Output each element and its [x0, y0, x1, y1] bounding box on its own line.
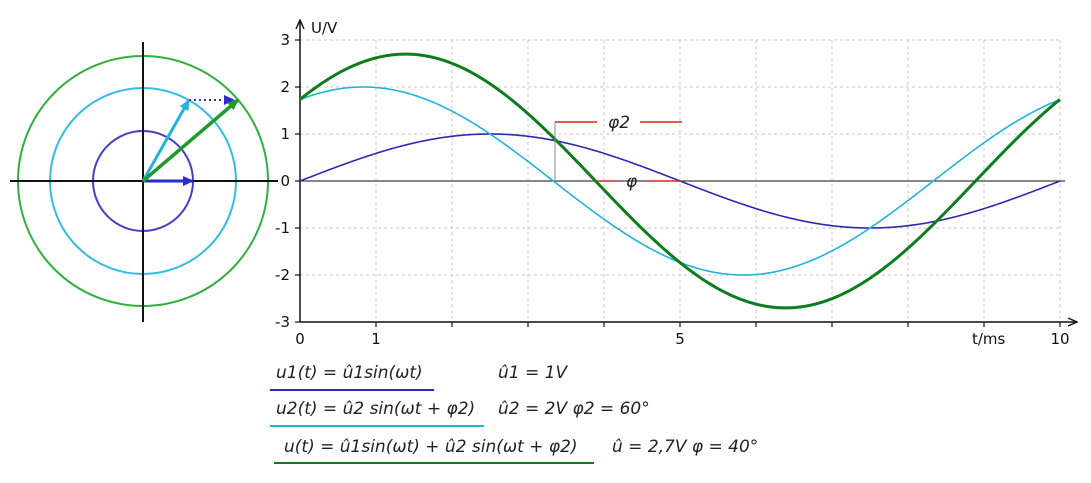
x-tick-label: 1: [371, 330, 381, 348]
equation-u2-values: û2 = 2V φ2 = 60°: [498, 399, 650, 419]
phi-label: φ: [626, 172, 638, 192]
y-tick-label: 3: [280, 31, 290, 49]
x-tick-label: 0: [295, 330, 305, 348]
y-tick-label: 0: [280, 172, 290, 190]
y-tick-label: -1: [275, 219, 290, 237]
equation-u-lhs: u(t) = û1sin(ωt) + û2 sin(ωt + φ2): [284, 437, 578, 457]
phasor-u-arrow: [141, 98, 240, 183]
equation-u2-lhs: u2(t) = û2 sin(ωt + φ2): [276, 399, 475, 419]
chart-ticks: 0 1 5 10 -3 -2 -1 0 1 2 3: [275, 31, 1070, 348]
chart-axes: [300, 20, 1077, 322]
y-tick-label: 1: [280, 125, 290, 143]
equation-u-values: û = 2,7V φ = 40°: [612, 437, 758, 457]
equation-u1: u1(t) = û1sin(ωt) û1 = 1V: [270, 363, 568, 391]
phase-annotations: φ2 φ: [554, 113, 682, 192]
phi2-label: φ2: [608, 113, 630, 133]
equations: u1(t) = û1sin(ωt) û1 = 1V u2(t) = û2 sin…: [270, 363, 758, 464]
chart: 0 1 5 10 -3 -2 -1 0 1 2 3 U/V t/ms φ2 φ: [275, 19, 1077, 348]
x-tick-label: 5: [675, 330, 685, 348]
phasor-diagram: [10, 42, 278, 322]
equation-u2: u2(t) = û2 sin(ωt + φ2) û2 = 2V φ2 = 60°: [270, 399, 650, 427]
equation-u: u(t) = û1sin(ωt) + û2 sin(ωt + φ2) û = 2…: [274, 437, 758, 464]
phasor-u2-arrow: [141, 99, 191, 182]
y-tick-label: 2: [280, 78, 290, 96]
x-tick-label: 10: [1050, 330, 1069, 348]
equation-u1-lhs: u1(t) = û1sin(ωt): [276, 363, 423, 383]
series-u: [299, 52, 1061, 310]
y-tick-label: -3: [275, 313, 290, 331]
x-axis-label: t/ms: [972, 330, 1006, 348]
y-tick-label: -2: [275, 266, 290, 284]
y-axis-label: U/V: [311, 19, 338, 37]
equation-u1-values: û1 = 1V: [498, 363, 568, 383]
